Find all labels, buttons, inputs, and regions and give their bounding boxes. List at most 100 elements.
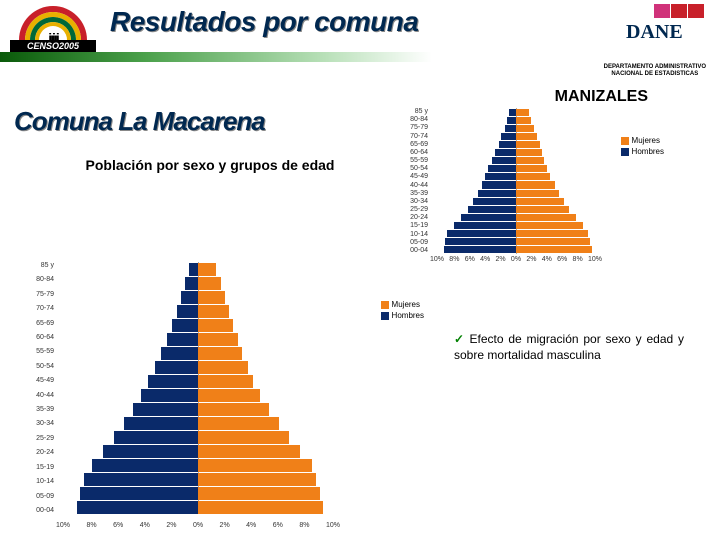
pyramid-row: [56, 458, 340, 472]
bar-hombres: [185, 277, 198, 290]
city-name: MANIZALES: [555, 88, 648, 106]
pyramid-row: [56, 262, 340, 276]
checkmark-icon: ✓: [454, 332, 466, 346]
pyramid-row: [56, 500, 340, 514]
pyramid-row: [56, 416, 340, 430]
bar-mujeres: [198, 277, 221, 290]
pyramid-row: [430, 213, 602, 221]
bar-mujeres: [198, 403, 269, 416]
bar-mujeres: [516, 165, 547, 172]
bar-hombres: [444, 246, 516, 253]
pyramid-row: [56, 402, 340, 416]
pyramid-row: [56, 472, 340, 486]
bar-mujeres: [516, 230, 588, 237]
bar-mujeres: [198, 291, 225, 304]
pyramid-bars: [56, 262, 340, 514]
bar-mujeres: [198, 319, 234, 332]
legend-mujeres: Mujeres: [621, 136, 664, 145]
pyramid-row: [430, 108, 602, 116]
pyramid-row: [430, 173, 602, 181]
bar-hombres: [77, 501, 198, 514]
bar-hombres: [80, 487, 198, 500]
bar-mujeres: [516, 190, 559, 197]
bar-hombres: [495, 149, 516, 156]
pyramid-small: 85 y80-8475-7970-7465-6960-6455-5950-544…: [398, 108, 658, 268]
pyramid-row: [430, 157, 602, 165]
bar-hombres: [172, 319, 198, 332]
bar-mujeres: [198, 431, 289, 444]
bar-mujeres: [198, 375, 253, 388]
page-title: Resultados por comuna: [110, 6, 418, 38]
pyramid-row: [430, 189, 602, 197]
bar-mujeres: [198, 305, 229, 318]
pyramid-legend: Mujeres Hombres: [621, 136, 664, 158]
header: iıiıi CENSO2005 Resultados por comuna DA…: [0, 0, 720, 62]
bar-hombres: [148, 375, 198, 388]
dane-text: DANE: [626, 21, 683, 44]
pyramid-row: [430, 124, 602, 132]
bar-mujeres: [198, 487, 320, 500]
pyramid-row: [56, 318, 340, 332]
pyramid-row: [56, 388, 340, 402]
bar-mujeres: [516, 181, 555, 188]
pyramid-row: [56, 290, 340, 304]
bar-hombres: [103, 445, 198, 458]
bar-mujeres: [516, 238, 590, 245]
bar-hombres: [499, 141, 516, 148]
bar-hombres: [124, 417, 198, 430]
bar-mujeres: [198, 501, 323, 514]
bar-hombres: [181, 291, 198, 304]
bar-hombres: [482, 181, 516, 188]
bar-mujeres: [516, 109, 529, 116]
pyramid-y-labels: 85 y80-8475-7970-7465-6960-6455-5950-544…: [14, 262, 54, 514]
pyramid-legend: MujeresHombres: [381, 300, 424, 322]
bar-hombres: [468, 206, 516, 213]
pyramid-bars: [430, 108, 602, 254]
bar-hombres: [177, 305, 198, 318]
bar-mujeres: [516, 173, 550, 180]
pyramid-row: [430, 246, 602, 254]
pyramid-row: [430, 132, 602, 140]
bar-hombres: [505, 125, 516, 132]
bar-mujeres: [516, 133, 538, 140]
bar-mujeres: [198, 389, 260, 402]
bar-mujeres: [516, 198, 564, 205]
dane-logo: DANE: [626, 4, 704, 44]
bullet-text: ✓Efecto de migración por sexo y edad y s…: [454, 332, 684, 363]
bar-hombres: [461, 214, 516, 221]
bar-mujeres: [198, 333, 238, 346]
pyramid-row: [56, 374, 340, 388]
pyramid-large: 85 y80-8475-7970-7465-6960-6455-5950-544…: [14, 262, 420, 534]
pyramid-row: [430, 149, 602, 157]
bar-hombres: [473, 198, 516, 205]
bar-hombres: [167, 333, 198, 346]
bar-hombres: [478, 190, 516, 197]
pyramid-x-labels: 10%8%6%4%2%0%2%4%6%8%10%: [430, 256, 602, 268]
pyramid-row: [430, 205, 602, 213]
header-gradient-bar: [0, 52, 720, 62]
bar-hombres: [92, 459, 199, 472]
bar-mujeres: [516, 141, 540, 148]
bar-hombres: [141, 389, 198, 402]
bar-hombres: [454, 222, 516, 229]
bar-hombres: [84, 473, 198, 486]
pyramid-row: [56, 360, 340, 374]
bar-mujeres: [516, 246, 592, 253]
pyramid-row: [430, 230, 602, 238]
pyramid-row: [56, 332, 340, 346]
bar-mujeres: [198, 445, 300, 458]
pyramid-row: [430, 181, 602, 189]
bar-hombres: [507, 117, 516, 124]
legend-hombres: Hombres: [621, 147, 664, 156]
legend-mujeres: Mujeres: [381, 300, 424, 309]
pyramid-row: [56, 304, 340, 318]
bar-hombres: [509, 109, 516, 116]
pyramid-row: [56, 430, 340, 444]
bar-mujeres: [198, 263, 216, 276]
bar-hombres: [155, 361, 198, 374]
bar-hombres: [114, 431, 198, 444]
bar-hombres: [133, 403, 198, 416]
pyramid-row: [430, 222, 602, 230]
bar-mujeres: [516, 214, 576, 221]
pyramid-row: [56, 486, 340, 500]
